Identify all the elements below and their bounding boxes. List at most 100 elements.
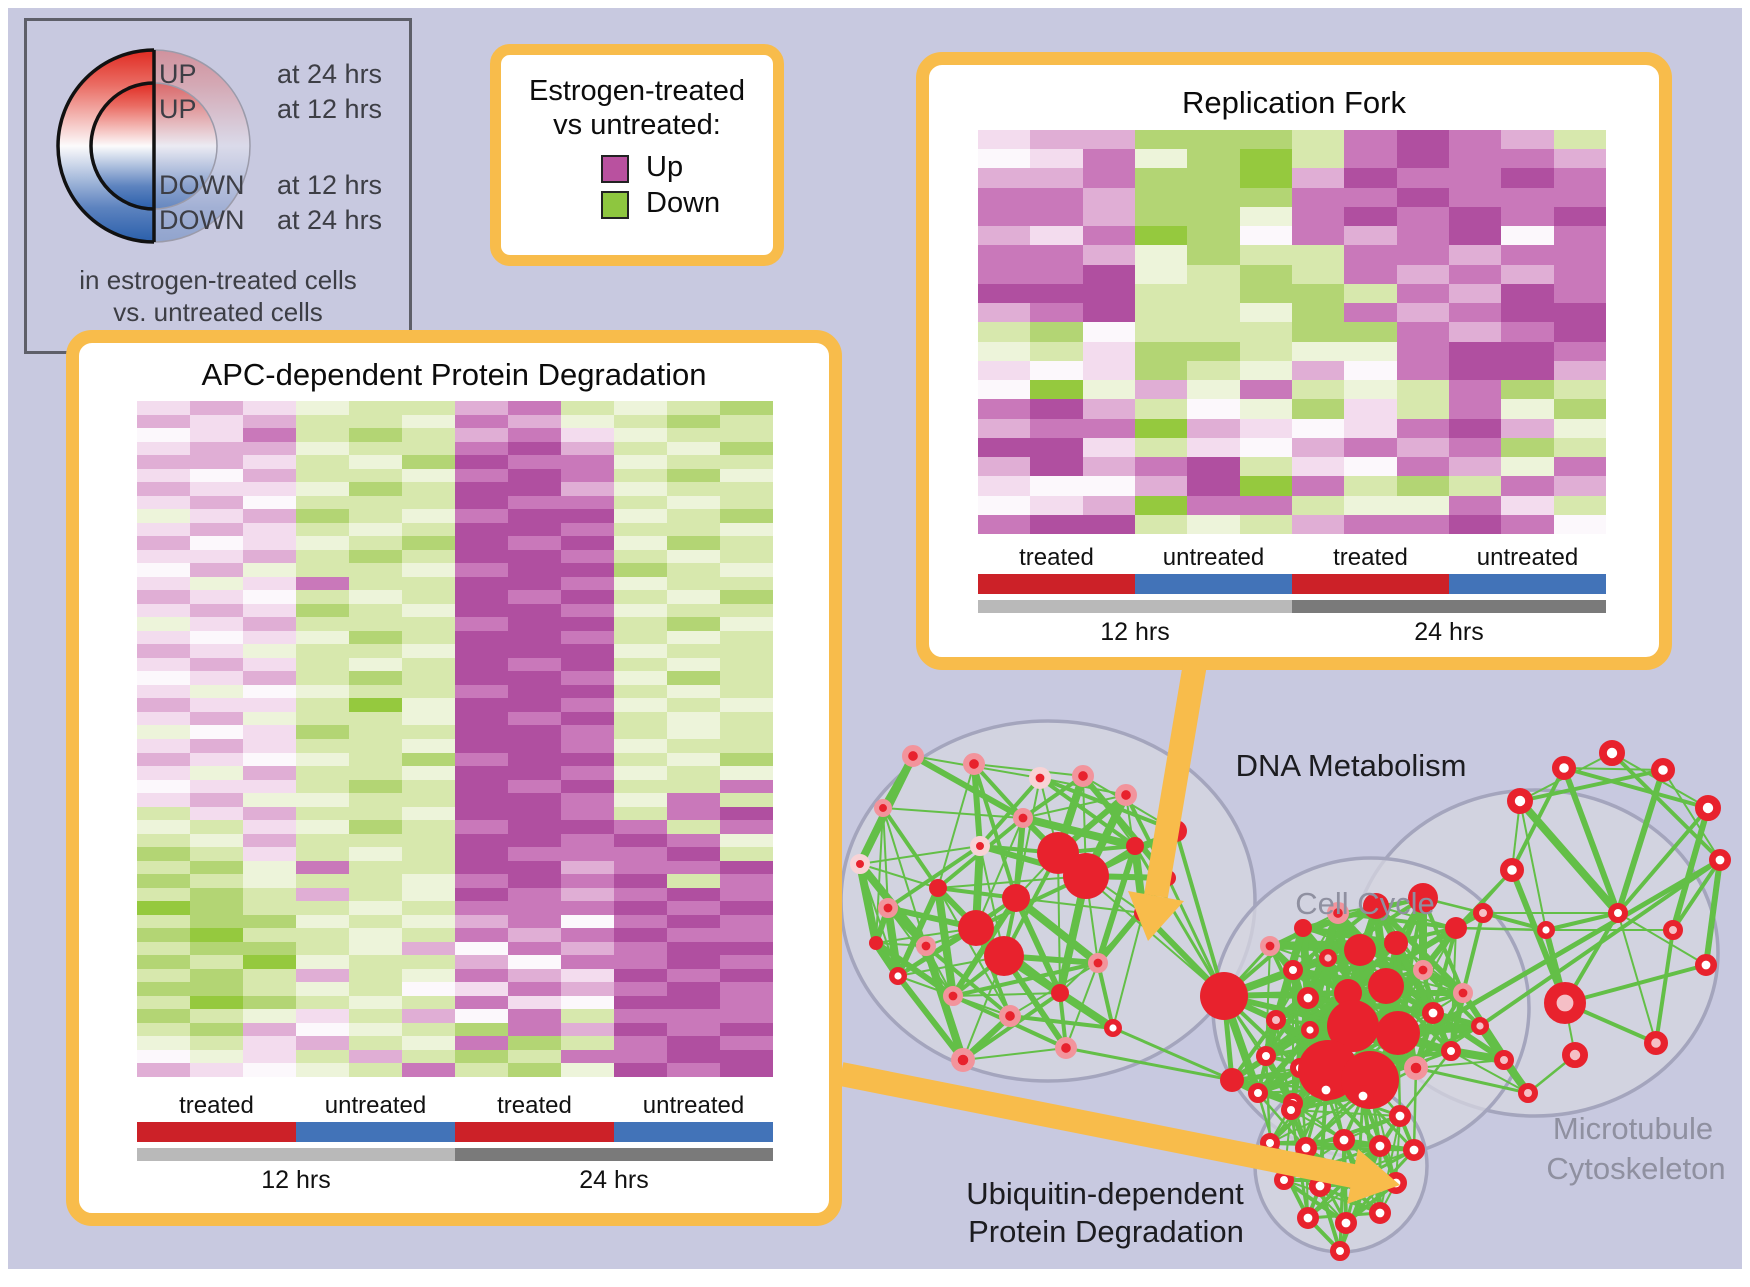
network-edge <box>978 776 1042 848</box>
orange-arrow <box>1128 662 1207 941</box>
group-label-treated-12: treated <box>1019 544 1094 571</box>
network-edge <box>1617 912 1657 1044</box>
network-edge <box>1269 945 1387 987</box>
network-edge <box>1039 777 1059 854</box>
network-edge <box>1022 814 1136 850</box>
network-edge <box>1610 751 1722 862</box>
network-edge <box>912 755 1041 779</box>
network-edge <box>1301 927 1355 1027</box>
network-edge <box>1085 875 1099 964</box>
ubiquitin-label-line1: Ubiquitin-dependent <box>966 1176 1244 1211</box>
network-edge <box>1304 1146 1382 1215</box>
network-edge <box>962 955 1005 1061</box>
gene-node <box>1126 837 1144 855</box>
network-edge <box>1230 1018 1278 1082</box>
gene-node <box>999 1005 1022 1028</box>
network-edge <box>1264 1055 1293 1111</box>
network-edge <box>1327 985 1387 1071</box>
network-edge <box>1563 767 1664 771</box>
gene-node <box>1330 1241 1350 1261</box>
network-edge <box>1308 984 1388 1032</box>
network-edge <box>1344 1181 1398 1225</box>
network-edge <box>1361 1095 1398 1184</box>
network-edge <box>1563 911 1620 1005</box>
microtubule-label-line2: Cytoskeleton <box>1546 1151 1726 1186</box>
network-edge <box>1275 985 1387 1021</box>
network-edge <box>1351 968 1425 1028</box>
network-edge <box>1039 776 1177 833</box>
network-edge <box>1343 1115 1401 1141</box>
network-edge <box>1306 995 1355 1029</box>
inner-top-label: UP <box>159 94 197 124</box>
network-edge <box>1347 991 1481 1028</box>
gene-node <box>1369 1202 1392 1225</box>
network-edge <box>1297 983 1389 1071</box>
inner-bottom-label: DOWN <box>159 170 245 200</box>
network-edge <box>1306 1144 1382 1220</box>
network-edge <box>1384 985 1400 1034</box>
gene-node <box>1384 931 1408 955</box>
cell-cycle-label: Cell Cycle <box>1295 886 1435 921</box>
network-edge <box>1336 912 1400 1034</box>
network-edge <box>1283 1179 1397 1184</box>
network-edge <box>1346 949 1362 994</box>
gene-node <box>1071 765 1094 788</box>
gene-node <box>1663 920 1683 940</box>
network-edge <box>1292 968 1349 995</box>
gene-node <box>1134 904 1152 922</box>
network-edge <box>1420 926 1459 972</box>
network-edge <box>936 886 978 930</box>
network-edge <box>1611 752 1709 809</box>
network-edge <box>1263 1019 1279 1057</box>
network-edge <box>1478 858 1722 1028</box>
network-edge <box>1299 1067 1327 1091</box>
network-edge <box>1080 774 1171 880</box>
network-edge <box>1001 954 1069 1050</box>
network-edge <box>1412 1067 1418 1151</box>
network-edge <box>1509 868 1568 1005</box>
network-edge <box>952 994 1067 1050</box>
network-edge <box>1085 845 1136 877</box>
network-edge <box>1282 1089 1328 1181</box>
network-edge <box>1291 1029 1312 1104</box>
network-edge <box>1368 1011 1435 1082</box>
network-edge <box>1564 1002 1576 1056</box>
network-edge <box>1139 829 1180 915</box>
network-edge <box>1342 1139 1348 1224</box>
network-edge <box>1335 910 1436 1016</box>
network-edge <box>886 844 982 910</box>
network-edge <box>979 843 1087 879</box>
network-edge <box>1264 1055 1272 1144</box>
gene-node <box>1295 1137 1318 1160</box>
network-edge <box>1268 1102 1295 1144</box>
network-edge <box>1015 777 1041 899</box>
network-edge <box>1305 1147 1321 1187</box>
network-edge <box>951 954 1006 998</box>
network-edge <box>1231 1068 1329 1082</box>
network-edge <box>1393 942 1401 1034</box>
network-edge <box>856 754 917 866</box>
network-edge <box>1264 1028 1312 1058</box>
gene-node <box>950 1047 975 1072</box>
network-edge <box>1015 897 1144 914</box>
time-label-24hrs: 24 hrs <box>1414 618 1484 646</box>
network-edge <box>1289 1102 1295 1111</box>
network-edge <box>1356 948 1402 1035</box>
network-edge <box>1396 1032 1402 1117</box>
gene-node <box>984 936 1024 976</box>
estrogen-legend-title-line1: Estrogen-treated <box>528 75 745 107</box>
network-edge <box>1448 992 1466 1052</box>
gene-node <box>1599 740 1626 767</box>
network-edge <box>1124 794 1170 879</box>
network-edge <box>934 887 957 997</box>
network-edge <box>1290 1094 1364 1112</box>
network-edge <box>1273 1016 1373 1084</box>
network-edge <box>1670 807 1711 931</box>
network-edge <box>1324 1088 1382 1148</box>
replication-fork-title: Replication Fork <box>1182 85 1406 120</box>
network-edge <box>859 845 981 865</box>
gene-node <box>970 836 990 856</box>
network-edge <box>1337 912 1387 987</box>
network-edge <box>975 817 1024 929</box>
network-edge <box>1292 967 1387 989</box>
